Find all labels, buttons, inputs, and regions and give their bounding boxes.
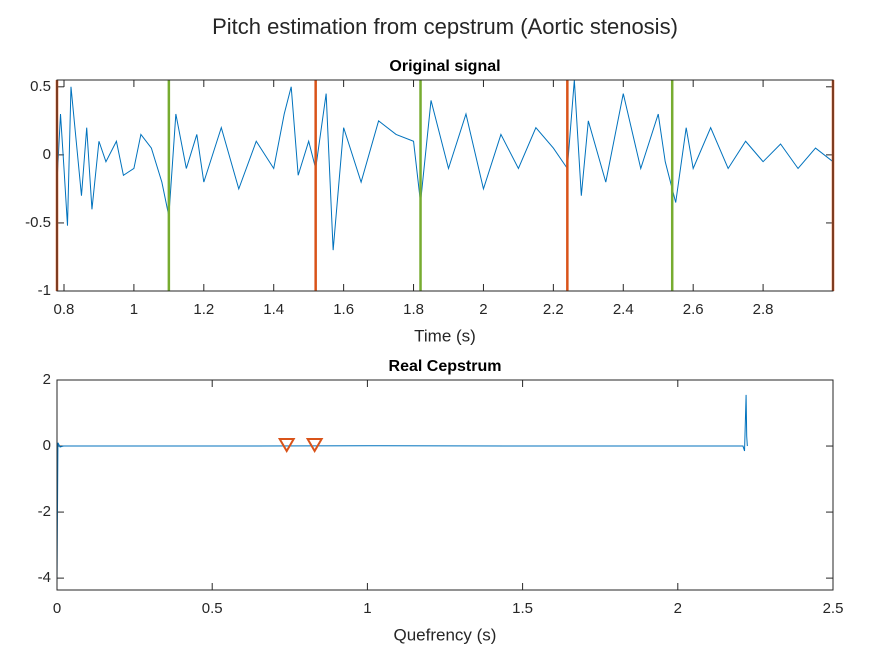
- x-tick-label: 1.5: [512, 600, 533, 617]
- x-tick-label: 2.4: [613, 301, 634, 318]
- y-tick-label: -0.5: [25, 214, 51, 231]
- x-tick-label: 2.8: [753, 301, 774, 318]
- peak-marker: [305, 438, 324, 454]
- x-tick-label: 2.2: [543, 301, 564, 318]
- y-tick-label: 2: [43, 371, 51, 388]
- x-tick-label: 2: [479, 301, 487, 318]
- y-tick-label: -4: [38, 569, 51, 586]
- x-tick-label: 2.5: [823, 600, 844, 617]
- x-tick-label: 1: [363, 600, 371, 617]
- y-tick-label: -2: [38, 503, 51, 520]
- x-tick-label: 1.2: [193, 301, 214, 318]
- x-axis-label: Time (s): [414, 326, 476, 345]
- x-tick-label: 0.5: [202, 600, 223, 617]
- x-tick-label: 1.8: [403, 301, 424, 318]
- peak-marker: [277, 438, 296, 454]
- x-tick-label: 0: [53, 600, 61, 617]
- x-tick-label: 2: [674, 600, 682, 617]
- axes-background: [57, 380, 833, 590]
- x-axis-label: Quefrency (s): [394, 625, 497, 644]
- axes-box: [56, 79, 834, 292]
- x-tick-label: 1.4: [263, 301, 284, 318]
- x-tick-label: 1.6: [333, 301, 354, 318]
- axes-background: [57, 80, 833, 291]
- y-tick-label: 0: [43, 146, 51, 163]
- signal-line: [56, 394, 748, 585]
- y-tick-label: -1: [38, 282, 51, 299]
- x-tick-label: 0.8: [54, 301, 75, 318]
- signal-line: [56, 79, 834, 251]
- y-tick-label: 0: [43, 437, 51, 454]
- x-tick-label: 1: [130, 301, 138, 318]
- x-tick-label: 2.6: [683, 301, 704, 318]
- figure-title: Pitch estimation from cepstrum (Aortic s…: [212, 14, 678, 39]
- y-tick-label: 0.5: [30, 78, 51, 95]
- axes-box: [56, 379, 834, 591]
- subplot-title: Real Cepstrum: [389, 358, 502, 375]
- subplot-title: Original signal: [389, 58, 500, 75]
